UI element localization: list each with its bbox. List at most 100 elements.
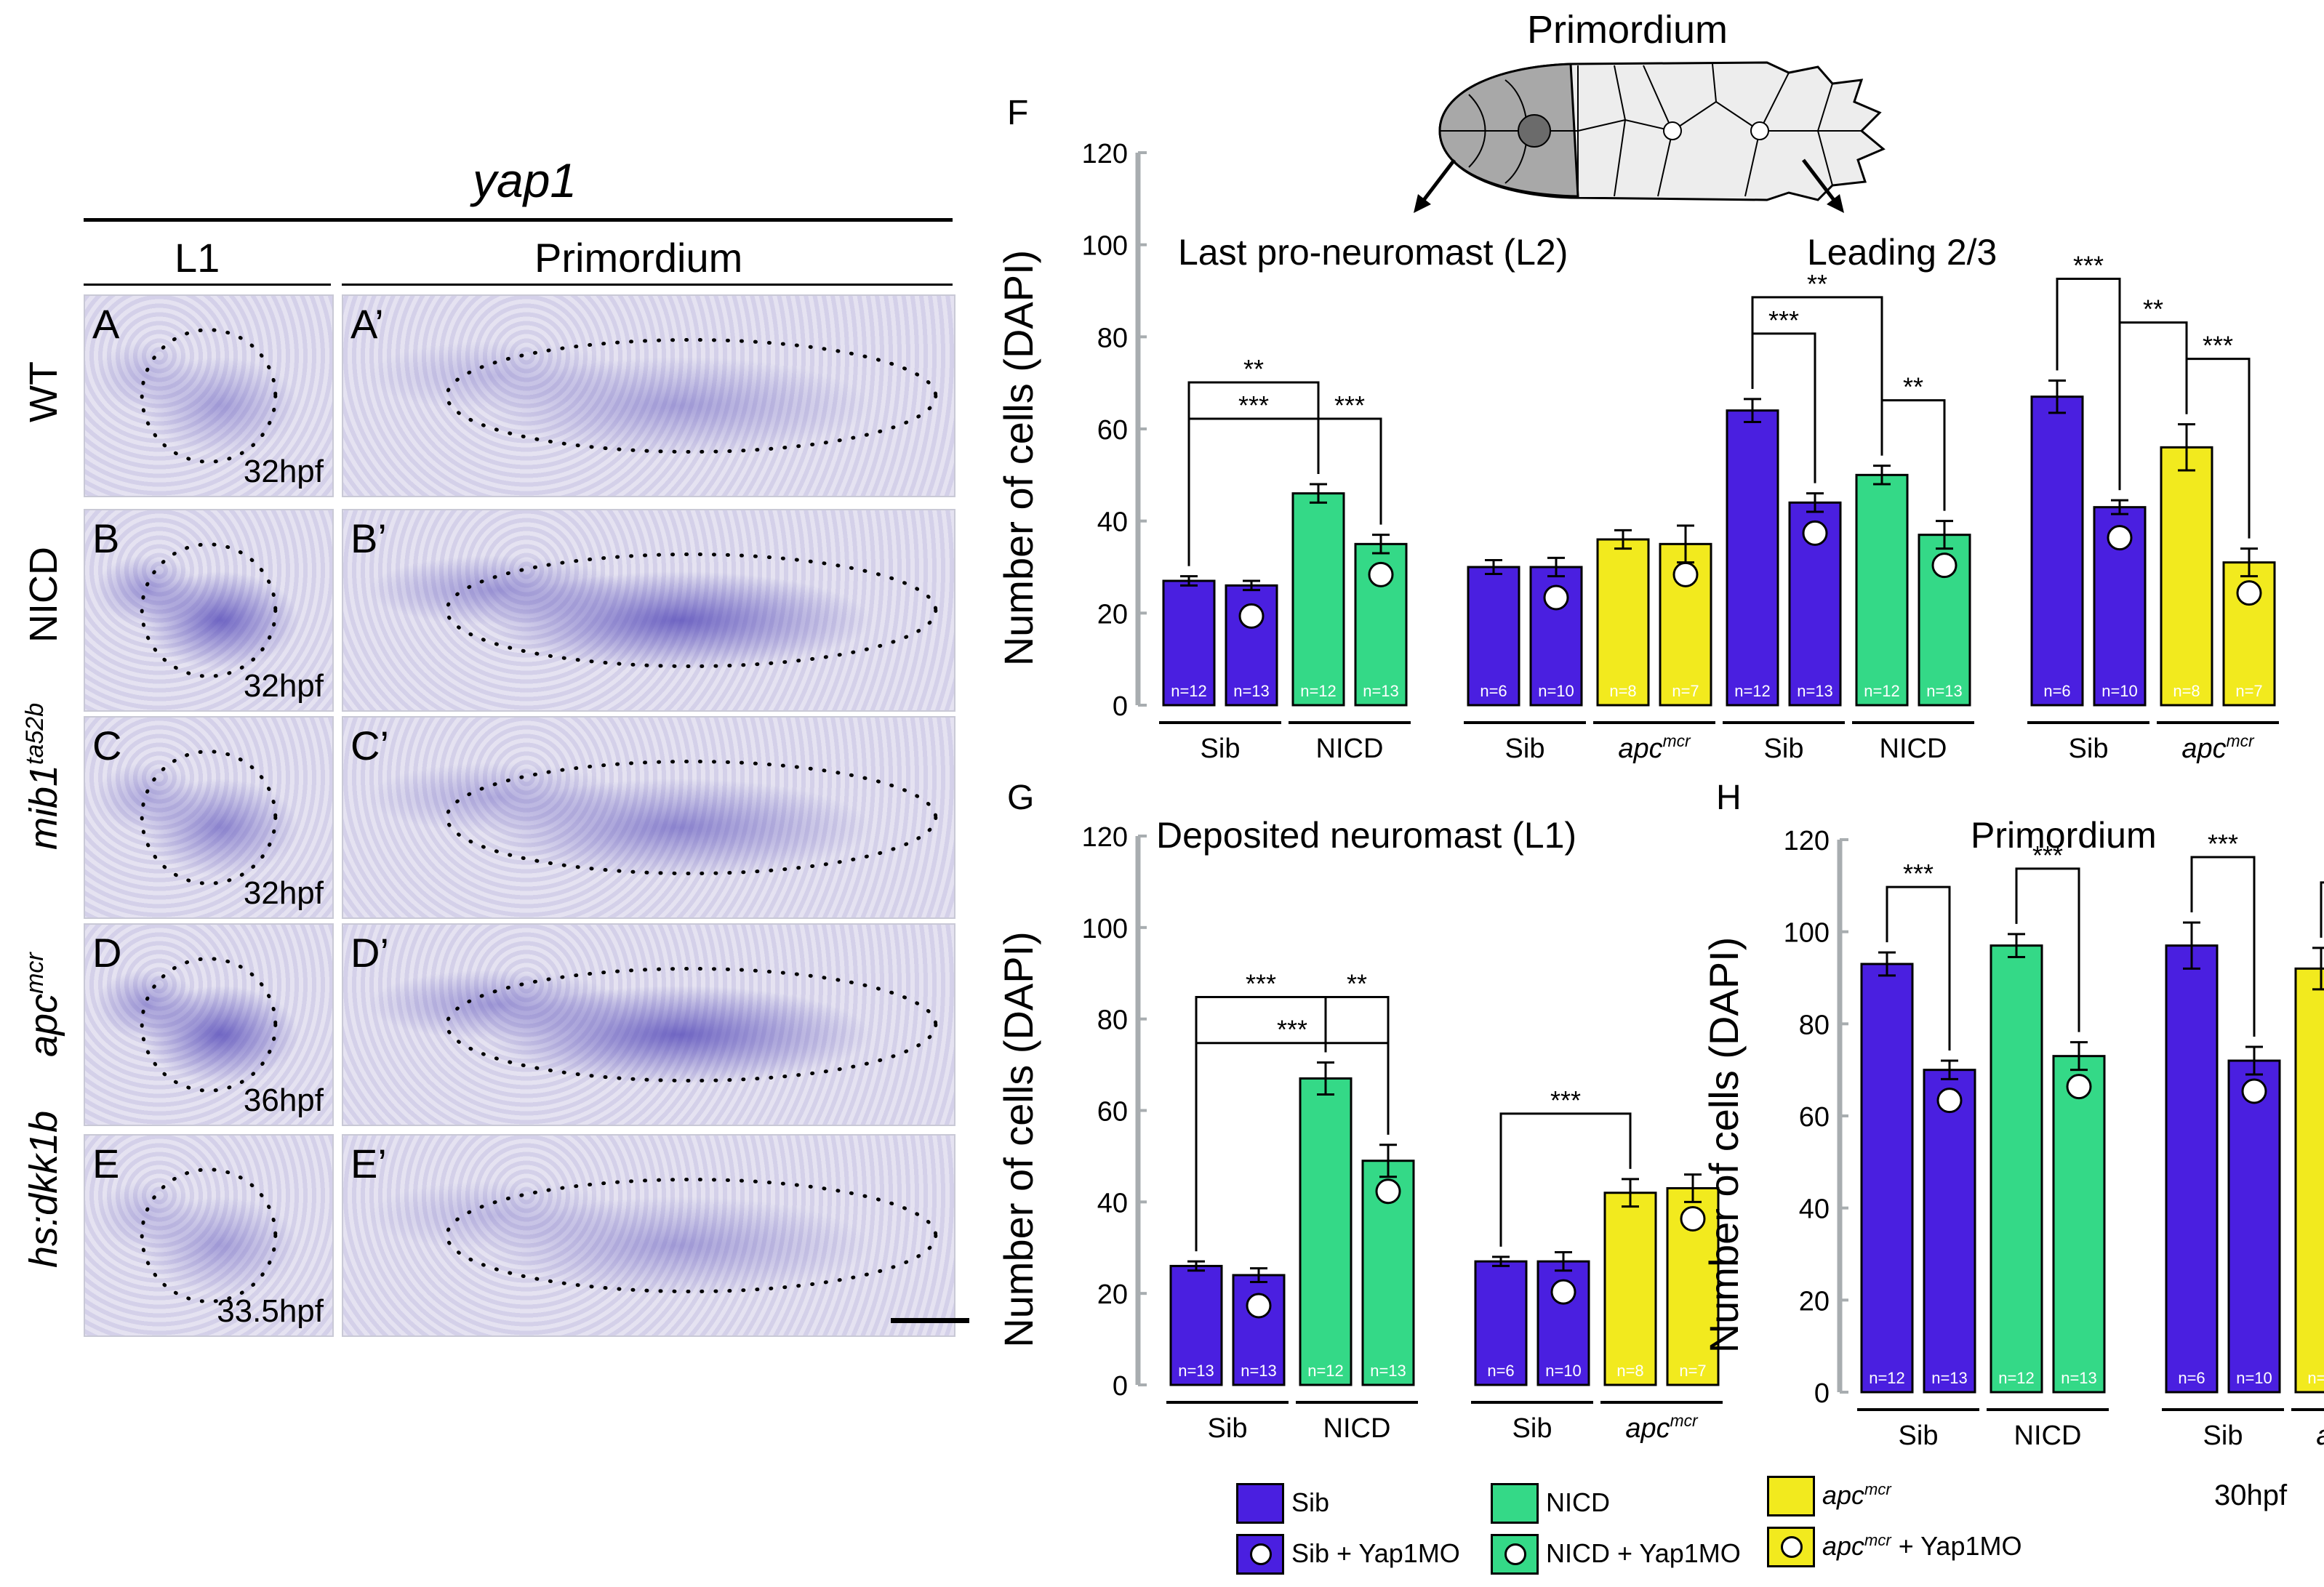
legend-label-text: NICD + Yap1MO: [1546, 1538, 1741, 1568]
y-tick-label: 120: [1784, 826, 1830, 856]
dotted-outline: [140, 957, 278, 1093]
group-label: Sib: [2069, 734, 2109, 764]
significance-label: ***: [1903, 859, 1934, 888]
significance-label: ***: [1238, 390, 1269, 420]
image-panel-letter: B’: [350, 515, 387, 561]
group-label: NICD: [2014, 1421, 2082, 1451]
legend-swatch: [1491, 1483, 1539, 1524]
n-label: n=7: [1672, 682, 1699, 700]
n-label: n=8: [2173, 682, 2200, 700]
ish-image-prim: D’: [342, 923, 955, 1126]
bar: [1467, 566, 1520, 707]
column-header-l1: L1: [175, 235, 220, 281]
significance-label: **: [1807, 269, 1827, 299]
ish-stain: [85, 718, 332, 917]
y-tick-label: 60: [1799, 1102, 1830, 1133]
ish-stain: [85, 1136, 332, 1335]
yap1mo-marker-icon: [1250, 1543, 1272, 1565]
y-tick-label: 120: [1082, 139, 1128, 169]
group-label: Sib: [1505, 734, 1545, 764]
y-axis-label: Number of cells (DAPI): [1701, 937, 1747, 1354]
yap1mo-marker: [2236, 580, 2262, 606]
bar: [1291, 492, 1345, 707]
n-label: n=10: [2236, 1369, 2272, 1387]
significance-label: ***: [1334, 390, 1365, 420]
stage-label: 33.5hpf: [217, 1293, 324, 1329]
yap1mo-marker: [1238, 603, 1265, 629]
stage-label: 36hpf: [243, 1082, 324, 1118]
yap1mo-marker: [1672, 561, 1699, 587]
region-outline: [140, 957, 278, 1093]
region-outline: [445, 760, 938, 875]
y-tick-label: 40: [1097, 1188, 1128, 1218]
significance-label: ***: [2073, 251, 2104, 281]
column-header-primordium: Primordium: [534, 235, 743, 281]
n-label: n=12: [1998, 1369, 2035, 1387]
ish-image-l1: A 32hpf: [84, 294, 334, 497]
image-panel-letter: D’: [350, 930, 389, 976]
n-label: n=12: [1300, 682, 1337, 700]
stage-label: 32hpf: [243, 668, 324, 704]
n-label: n=13: [1931, 1369, 1968, 1387]
group-label: Sib: [1201, 734, 1241, 764]
chart-h-title: Primordium: [1971, 815, 2157, 856]
y-tick-label: 80: [1799, 1010, 1830, 1040]
group-label: Sib: [1764, 734, 1804, 764]
y-tick-label: 120: [1082, 822, 1128, 853]
n-label: n=6: [1487, 1362, 1514, 1380]
significance-bracket: [1751, 332, 1816, 483]
ish-image-l1: C 32hpf: [84, 716, 334, 919]
legend-label: NICD + Yap1MO: [1546, 1538, 1741, 1569]
n-label: n=13: [1178, 1362, 1214, 1380]
panel-letter-g: G: [1007, 779, 1035, 817]
region-outline: [140, 1168, 278, 1303]
bar: [2165, 944, 2219, 1394]
ish-image-l1: D 36hpf: [84, 923, 334, 1126]
legend-label: NICD: [1546, 1487, 1610, 1518]
group-label: Sib: [1899, 1421, 1939, 1451]
yap1mo-marker: [2066, 1074, 2092, 1100]
legend-swatch: [1236, 1534, 1284, 1575]
n-label: n=12: [1171, 682, 1207, 700]
gene-title-rule: [84, 218, 953, 222]
region-outline: [445, 338, 938, 454]
significance-label: ***: [1246, 968, 1276, 998]
y-tick-label: 40: [1097, 507, 1128, 538]
chart-f-title-l2: Last pro-neuromast (L2): [1178, 232, 1568, 273]
legend-label-superscript: mcr: [1864, 1531, 1891, 1549]
dotted-outline: [140, 328, 278, 464]
significance-label: ***: [1277, 1015, 1307, 1045]
ish-image-prim: B’: [342, 509, 955, 712]
bar: [1299, 1077, 1353, 1386]
group-label: NICD: [1316, 734, 1384, 764]
dotted-outline: [445, 967, 938, 1082]
ish-image-prim: A’: [342, 294, 955, 497]
ish-stain: [343, 296, 954, 496]
diagram-arrow-left: [1414, 158, 1456, 213]
y-tick-label: 0: [1113, 1371, 1128, 1402]
legend-label: Sib + Yap1MO: [1291, 1538, 1460, 1569]
y-tick-label: 80: [1097, 323, 1128, 353]
group-label: apcmcr: [1625, 1411, 1699, 1444]
dotted-outline: [140, 542, 278, 678]
bar: [1726, 409, 1779, 707]
y-tick-label: 0: [1814, 1378, 1830, 1409]
yap1mo-marker: [2107, 525, 2133, 551]
ish-stain: [343, 718, 954, 917]
dotted-outline: [445, 760, 938, 875]
significance-bracket: [1317, 417, 1382, 525]
n-label: n=12: [1864, 682, 1900, 700]
scale-bar: [891, 1318, 969, 1323]
stage-label: 32hpf: [243, 454, 324, 489]
chart-f-title-leading: Leading 2/3: [1807, 232, 1998, 273]
group-label: NICD: [1323, 1413, 1391, 1444]
significance-bracket: [2185, 358, 2251, 539]
ish-stain: [343, 510, 954, 710]
ish-stain: [343, 925, 954, 1125]
yap1mo-marker: [1375, 1178, 1401, 1205]
panel-letter-f: F: [1007, 94, 1029, 132]
bar: [2227, 1059, 2281, 1394]
n-label: n=8: [1616, 1362, 1643, 1380]
ish-stain: [85, 296, 332, 496]
legend-swatch: [1491, 1534, 1539, 1575]
